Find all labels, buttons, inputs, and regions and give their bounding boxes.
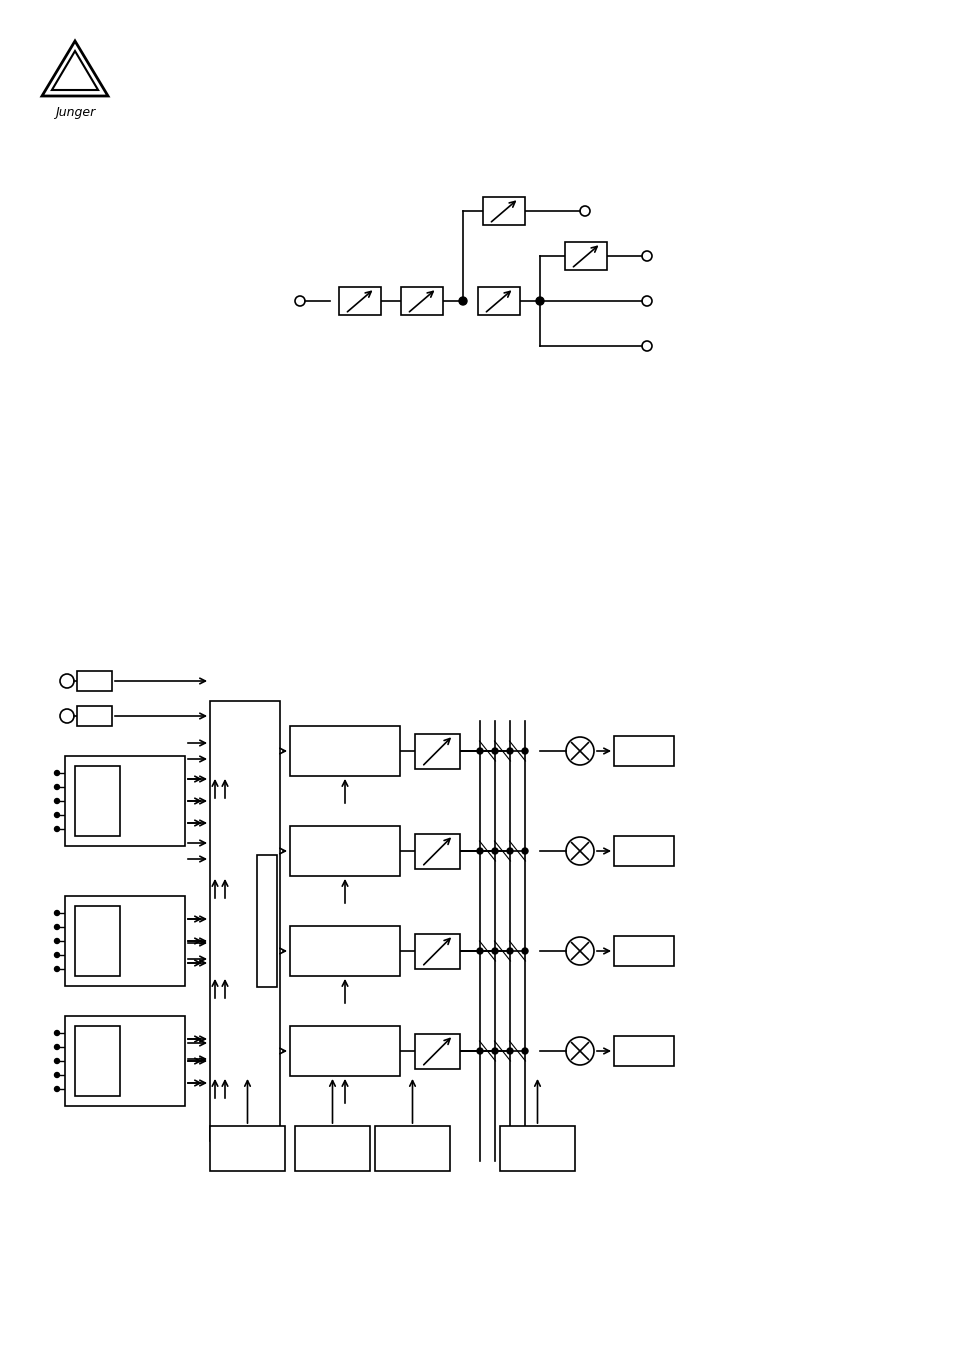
Circle shape bbox=[476, 1048, 482, 1054]
Circle shape bbox=[506, 948, 513, 954]
Bar bbox=[210, 701, 280, 1142]
Circle shape bbox=[506, 748, 513, 754]
Bar bbox=[290, 925, 399, 975]
Bar bbox=[482, 197, 524, 226]
Circle shape bbox=[476, 748, 482, 754]
Circle shape bbox=[521, 1048, 527, 1054]
Bar bbox=[415, 934, 459, 969]
Bar bbox=[499, 1125, 575, 1171]
Circle shape bbox=[492, 948, 497, 954]
Circle shape bbox=[476, 848, 482, 854]
Circle shape bbox=[54, 1031, 59, 1035]
Circle shape bbox=[54, 827, 59, 831]
Bar bbox=[77, 671, 112, 690]
Bar bbox=[75, 1025, 120, 1096]
Circle shape bbox=[54, 812, 59, 817]
Circle shape bbox=[506, 1048, 513, 1054]
Bar bbox=[614, 736, 673, 766]
Circle shape bbox=[521, 848, 527, 854]
Bar bbox=[65, 1016, 185, 1106]
Bar bbox=[290, 725, 399, 775]
Bar bbox=[256, 855, 276, 988]
Circle shape bbox=[54, 924, 59, 929]
Circle shape bbox=[458, 297, 467, 305]
Circle shape bbox=[521, 748, 527, 754]
Circle shape bbox=[54, 1058, 59, 1063]
Circle shape bbox=[54, 911, 59, 916]
Circle shape bbox=[506, 848, 513, 854]
Bar bbox=[400, 286, 442, 315]
Bar bbox=[210, 1125, 285, 1171]
Text: Junger: Junger bbox=[55, 105, 95, 119]
Circle shape bbox=[492, 1048, 497, 1054]
Bar bbox=[415, 734, 459, 769]
Bar bbox=[614, 1036, 673, 1066]
Circle shape bbox=[54, 798, 59, 804]
Bar bbox=[65, 757, 185, 846]
Circle shape bbox=[492, 848, 497, 854]
Circle shape bbox=[54, 770, 59, 775]
Bar bbox=[77, 707, 112, 725]
Circle shape bbox=[492, 748, 497, 754]
Bar bbox=[477, 286, 519, 315]
Bar bbox=[614, 836, 673, 866]
Circle shape bbox=[536, 297, 543, 305]
Circle shape bbox=[54, 966, 59, 971]
Bar bbox=[415, 1034, 459, 1069]
Bar bbox=[564, 242, 606, 270]
Circle shape bbox=[54, 1044, 59, 1050]
Bar bbox=[415, 834, 459, 869]
Bar bbox=[375, 1125, 450, 1171]
Circle shape bbox=[521, 948, 527, 954]
Bar bbox=[338, 286, 380, 315]
Circle shape bbox=[54, 1086, 59, 1092]
Bar bbox=[614, 936, 673, 966]
Bar bbox=[290, 1025, 399, 1075]
Circle shape bbox=[54, 785, 59, 789]
Bar bbox=[65, 896, 185, 986]
Bar bbox=[294, 1125, 370, 1171]
Circle shape bbox=[476, 948, 482, 954]
Circle shape bbox=[54, 1073, 59, 1078]
Bar bbox=[75, 907, 120, 975]
Circle shape bbox=[54, 939, 59, 943]
Bar bbox=[290, 825, 399, 875]
Bar bbox=[75, 766, 120, 836]
Circle shape bbox=[54, 952, 59, 958]
